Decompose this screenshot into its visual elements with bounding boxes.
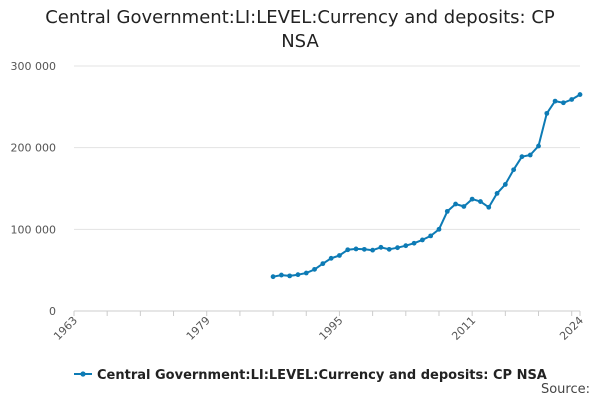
- data-point[interactable]: [569, 97, 575, 102]
- source-label: Source:: [540, 382, 590, 397]
- data-point[interactable]: [511, 167, 517, 173]
- x-tick-label: 1995: [317, 314, 346, 343]
- x-tick-label: 1963: [51, 314, 80, 343]
- series-group: [270, 92, 583, 280]
- x-tick-label: 2011: [449, 314, 478, 343]
- data-point[interactable]: [436, 226, 442, 232]
- data-point[interactable]: [378, 244, 384, 250]
- data-point[interactable]: [486, 204, 492, 210]
- data-point[interactable]: [453, 201, 458, 207]
- data-point[interactable]: [577, 92, 583, 97]
- data-point[interactable]: [561, 100, 566, 106]
- data-point[interactable]: [527, 152, 533, 158]
- data-point[interactable]: [328, 255, 334, 261]
- data-point[interactable]: [552, 98, 558, 104]
- data-point[interactable]: [428, 233, 434, 239]
- data-point[interactable]: [494, 191, 500, 196]
- data-point[interactable]: [320, 261, 326, 267]
- chart-title: Central Government:LI:LEVEL:Currency and…: [0, 6, 600, 54]
- data-point[interactable]: [345, 247, 351, 253]
- data-point[interactable]: [395, 245, 400, 251]
- data-point[interactable]: [502, 182, 508, 187]
- chart-title-line-1: Central Government:LI:LEVEL:Currency and…: [45, 7, 555, 28]
- data-point[interactable]: [461, 204, 467, 209]
- data-point[interactable]: [519, 154, 525, 160]
- data-point[interactable]: [478, 199, 483, 204]
- data-point[interactable]: [312, 266, 317, 272]
- data-point[interactable]: [270, 274, 276, 280]
- x-tick-label: 1979: [184, 314, 213, 343]
- legend[interactable]: Central Government:LI:LEVEL:Currency and…: [74, 368, 547, 383]
- series-line: [272, 93, 581, 278]
- y-tick-label: 0: [49, 305, 56, 318]
- data-point[interactable]: [361, 246, 367, 252]
- y-tick-label: 100 000: [11, 223, 57, 236]
- data-point[interactable]: [287, 273, 293, 279]
- data-point[interactable]: [386, 246, 392, 252]
- data-point[interactable]: [337, 253, 342, 258]
- data-point[interactable]: [444, 208, 450, 214]
- data-point[interactable]: [295, 272, 301, 278]
- data-point[interactable]: [278, 272, 284, 278]
- data-point[interactable]: [536, 143, 541, 149]
- y-tick-label: 300 000: [11, 60, 57, 73]
- data-point[interactable]: [370, 247, 376, 253]
- x-tick-label: 2024: [557, 314, 586, 343]
- gridlines: [74, 65, 580, 230]
- data-point[interactable]: [403, 243, 409, 249]
- legend-label: Central Government:LI:LEVEL:Currency and…: [97, 368, 547, 383]
- data-point[interactable]: [303, 270, 309, 276]
- legend-marker-icon: [80, 371, 86, 377]
- data-point[interactable]: [353, 246, 359, 252]
- axes: 0 100 000 200 000 300 000 1963 1979 1995 2011 20…: [11, 60, 587, 343]
- data-point[interactable]: [469, 196, 475, 202]
- chart-title-line-2: NSA: [281, 31, 319, 52]
- data-point[interactable]: [419, 237, 425, 243]
- y-tick-label: 200 000: [11, 142, 57, 155]
- data-point[interactable]: [544, 110, 550, 116]
- data-point[interactable]: [411, 240, 417, 246]
